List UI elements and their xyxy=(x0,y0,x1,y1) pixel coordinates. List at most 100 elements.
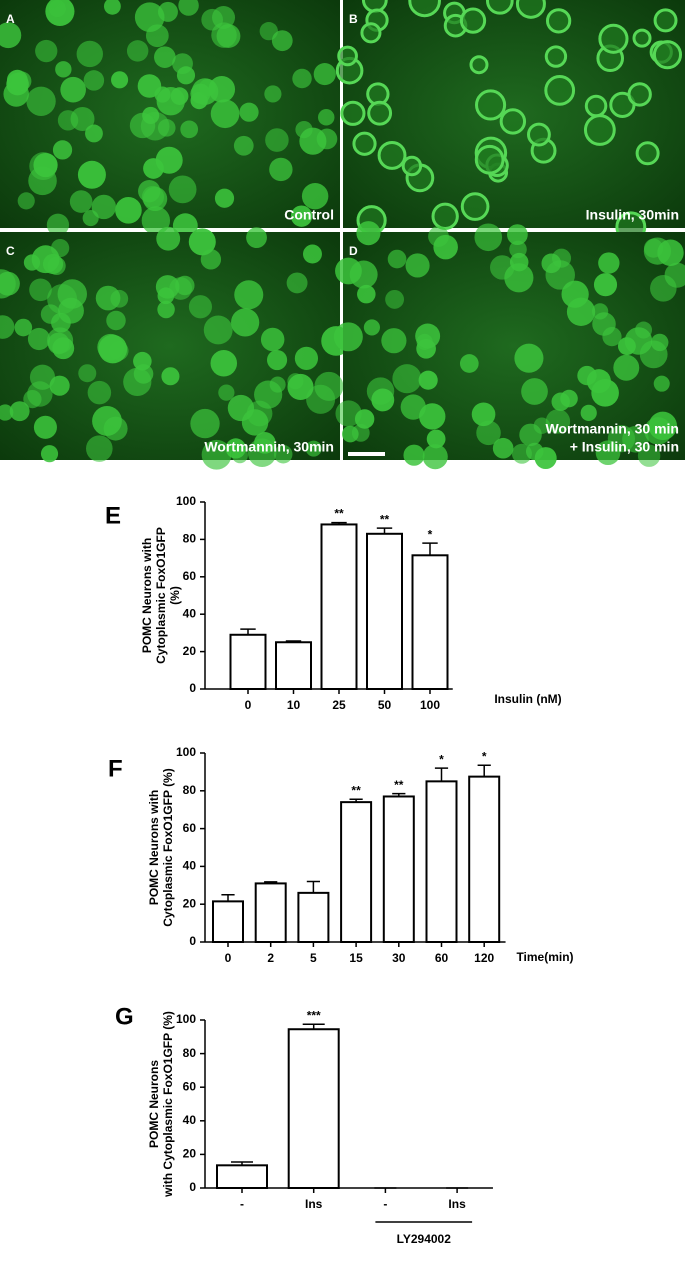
cell xyxy=(301,182,329,210)
error-bar xyxy=(422,542,438,556)
bar xyxy=(411,554,449,690)
cell xyxy=(351,423,370,442)
cell xyxy=(544,74,576,106)
y-axis-label: POMC Neurons xyxy=(147,1060,161,1148)
cell xyxy=(55,61,72,78)
bar xyxy=(297,891,330,943)
cell xyxy=(85,124,103,143)
cell xyxy=(161,367,180,386)
micrograph: B Insulin, 30min xyxy=(335,0,685,243)
cell xyxy=(154,46,176,68)
cell xyxy=(632,28,652,48)
cell xyxy=(405,253,430,278)
cell xyxy=(231,308,260,337)
cell xyxy=(595,440,621,466)
cell xyxy=(0,269,16,299)
cell xyxy=(521,378,548,405)
cell xyxy=(474,144,505,175)
y-axis-label: with Cytoplasmic FoxO1GFP (%) xyxy=(161,1011,175,1198)
cell xyxy=(648,411,678,441)
cell xyxy=(664,262,685,288)
cell xyxy=(544,45,568,68)
error-bar xyxy=(349,798,363,803)
bar xyxy=(254,882,287,943)
cell xyxy=(46,213,70,236)
cell xyxy=(349,260,378,289)
significance: ** xyxy=(334,507,344,521)
cell xyxy=(218,384,235,401)
cell xyxy=(115,197,142,224)
cell xyxy=(83,70,105,91)
cell xyxy=(622,426,649,453)
bar xyxy=(287,1028,340,1189)
x-tick-label: Ins xyxy=(448,1197,466,1211)
cell xyxy=(269,376,286,393)
x-axis-label: Insulin (nM) xyxy=(494,692,561,706)
bar xyxy=(468,775,501,943)
cell xyxy=(233,135,254,156)
cell xyxy=(302,244,322,264)
cell xyxy=(91,194,117,220)
cell xyxy=(52,140,73,160)
cell xyxy=(305,440,322,457)
cell xyxy=(592,312,616,336)
cell xyxy=(545,260,575,290)
panel-caption: Wortmannin, 30 min xyxy=(545,421,679,437)
cell xyxy=(650,333,669,352)
cell xyxy=(286,272,308,294)
y-tick-label: 60 xyxy=(183,1079,197,1093)
y-tick-label: 100 xyxy=(176,745,196,759)
y-tick-label: 20 xyxy=(183,1147,197,1161)
error-bar xyxy=(477,764,491,777)
cell xyxy=(652,40,683,70)
cell xyxy=(210,99,240,129)
y-axis-label: POMC Neurons with xyxy=(140,538,154,653)
cell xyxy=(103,416,128,441)
cell xyxy=(188,295,213,319)
cell xyxy=(234,280,264,310)
cell xyxy=(469,55,489,75)
cell xyxy=(485,0,514,15)
cell xyxy=(48,0,66,18)
cell xyxy=(231,447,248,464)
cell xyxy=(551,248,572,268)
cell xyxy=(70,107,95,131)
cell xyxy=(137,74,162,98)
cell xyxy=(418,370,438,390)
cell xyxy=(419,403,446,430)
cell xyxy=(51,312,71,333)
cell xyxy=(408,0,441,18)
cell xyxy=(111,71,129,89)
panel-letter: D xyxy=(349,244,358,258)
x-tick-label: 10 xyxy=(287,698,301,712)
cell xyxy=(507,224,528,246)
x-tick-label: 25 xyxy=(332,698,346,712)
significance: ** xyxy=(351,783,361,797)
error-bar xyxy=(240,628,256,635)
cell xyxy=(141,185,165,209)
significance: * xyxy=(482,749,487,763)
cell xyxy=(103,0,121,15)
cell xyxy=(294,346,319,370)
y-tick-label: 80 xyxy=(183,783,197,797)
cell xyxy=(290,205,313,227)
cell xyxy=(363,319,380,336)
y-tick-label: 80 xyxy=(183,532,197,546)
cell xyxy=(561,280,589,308)
cell xyxy=(476,420,501,446)
micrograph: C Wortmannin, 30min xyxy=(0,226,351,470)
y-axis-label: Cytoplasmic FoxO1GFP (%) xyxy=(161,768,175,926)
cell xyxy=(78,364,97,383)
cell xyxy=(313,63,336,86)
significance: ** xyxy=(394,778,404,792)
y-tick-label: 60 xyxy=(183,821,197,835)
bar xyxy=(275,641,312,690)
cell xyxy=(617,337,636,356)
cell xyxy=(106,310,126,331)
cell xyxy=(643,237,672,265)
x-tick-label: 50 xyxy=(378,698,392,712)
cell xyxy=(545,409,571,434)
cell xyxy=(188,228,216,256)
cell xyxy=(653,8,678,33)
